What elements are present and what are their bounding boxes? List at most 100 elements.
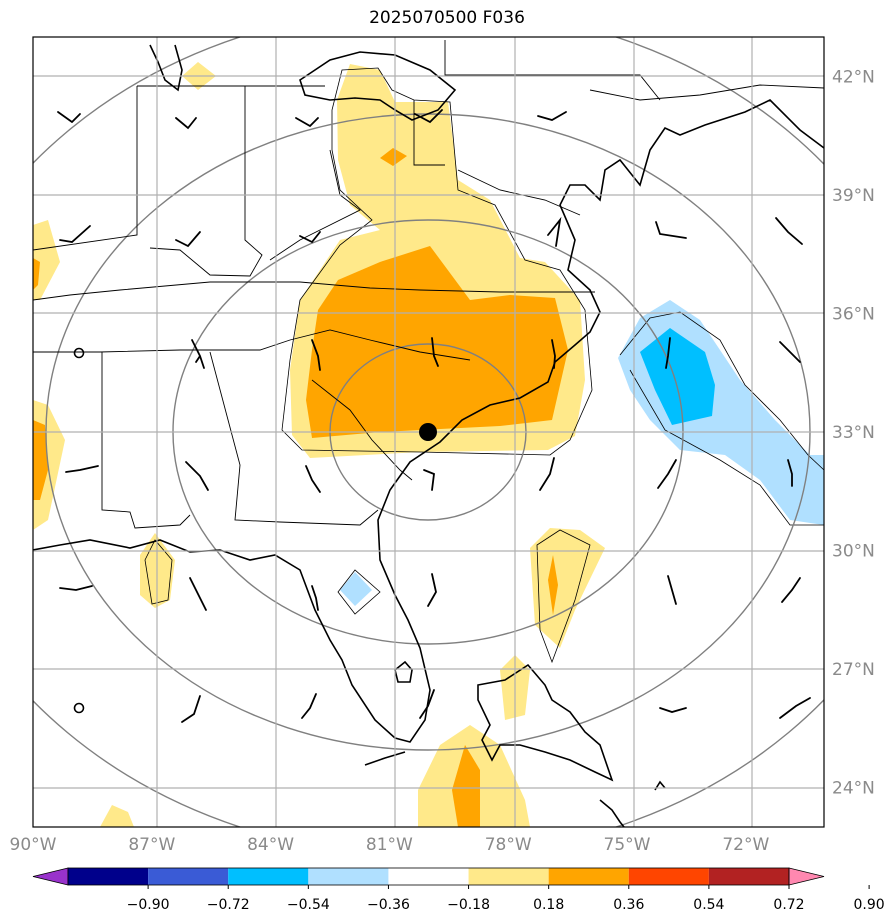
wind-barb [659,707,687,713]
colorbar-swatch [148,868,229,885]
longitude-ticks: 90°W 87°W 84°W 81°W 78°W 75°W 72°W [10,835,770,855]
wind-barb [181,695,201,723]
contour-line [536,529,591,664]
positive-anomaly-region [100,805,134,827]
contour-line [337,569,381,615]
center-point-marker [419,423,437,441]
coastlines [33,44,824,827]
contour-lines [144,67,824,664]
latitude-tick-label: 42°N [832,68,875,88]
wind-barb [537,111,567,121]
colorbar-swatch [388,868,469,885]
positive-anomaly-region [530,528,605,648]
wind-barb [175,117,197,130]
colorbar-tick-label: −0.72 [207,897,250,913]
longitude-tick-label: 72°W [722,835,769,855]
colorbar-swatch [308,868,389,885]
strong-positive-anomaly-region [380,148,407,166]
state-boundary [33,281,595,301]
wind-barb [551,339,556,369]
state-boundary [33,329,471,361]
colorbar-extend-high [788,867,825,886]
colorbar-tick-label: −0.36 [367,897,410,913]
chart-title: 2025070500 F036 [369,8,525,28]
wind-barb [299,231,321,244]
colorbar-tick-label: 0.72 [773,897,804,913]
colorbar-tick-label: −0.54 [287,897,330,913]
wind-barb [59,585,93,591]
colorbar-tick-label: 0.90 [854,897,885,913]
wind-barb [779,341,801,363]
wind-barb [414,109,443,124]
state-boundary [311,379,413,481]
wind-barb [431,337,439,367]
contour-line [619,311,824,471]
colorbar-swatch [708,868,789,885]
state-boundary [137,85,263,277]
state-boundary [589,84,824,101]
negative-anomaly-region [618,300,824,525]
state-boundary [101,352,191,529]
positive-anomaly-region [33,220,60,300]
strong-positive-anomaly-region [33,258,40,290]
longitude-tick-label: 87°W [128,835,175,855]
colorbar-tick-label: 0.36 [613,897,644,913]
wind-barb [191,339,205,369]
wind-barbs [57,109,811,723]
strong-positive-anomaly-region [548,555,558,615]
contour-line [629,369,824,526]
florida-keys [364,751,406,766]
wind-barb [781,577,801,603]
latitude-tick-label: 36°N [832,305,875,325]
state-boundary [269,149,361,261]
colorbar-tick-label: 0.18 [533,897,564,913]
contour-line [144,539,173,605]
wind-barb [547,216,562,247]
strong-positive-anomaly-region [452,745,480,827]
atlantic-coastline [33,99,824,743]
colorbar [32,867,825,886]
wind-barb [667,575,677,605]
strong-positive-anomaly-region [33,420,48,500]
colorbar-extend-low [32,867,69,886]
wind-barb [175,231,201,248]
colorbar-tick-label: −0.90 [127,897,170,913]
latitude-tick-label: 24°N [832,779,875,799]
negative-anomaly-region [340,572,372,606]
wind-barb [57,111,81,123]
state-boundaries [33,40,824,827]
wind-barb [301,693,317,719]
wind-barb [423,469,435,491]
graticule [33,37,824,827]
great-lakes-shore [299,51,457,121]
state-boundary [444,40,661,101]
wind-barb [665,337,671,369]
strong-negative-anomaly-region [640,328,715,425]
island-outline [654,780,666,791]
wind-barb [295,117,319,128]
latitude-tick-label: 27°N [832,660,875,680]
wind-barb [657,459,677,489]
colorbar-swatch [228,868,309,885]
strong-positive-anomaly-region [306,246,568,438]
colorbar-swatch [548,868,629,885]
wind-barb [311,339,321,371]
colorbar-outline [67,867,790,886]
map-frame [32,36,825,828]
wind-barb [655,221,687,239]
map-area [33,37,824,827]
latitude-tick-label: 33°N [832,423,875,443]
latitude-tick-label: 30°N [832,542,875,562]
longitude-tick-label: 84°W [247,835,294,855]
wind-barb [419,689,435,719]
longitude-tick-label: 75°W [604,835,651,855]
wind-barb [59,225,91,243]
longitude-tick-label: 81°W [366,835,413,855]
colorbar-swatch [68,868,149,885]
wind-barb [787,459,793,487]
wind-barb [185,461,209,491]
colorbar-swatch [468,868,549,885]
wind-barb [305,465,321,493]
state-boundary [413,100,445,166]
